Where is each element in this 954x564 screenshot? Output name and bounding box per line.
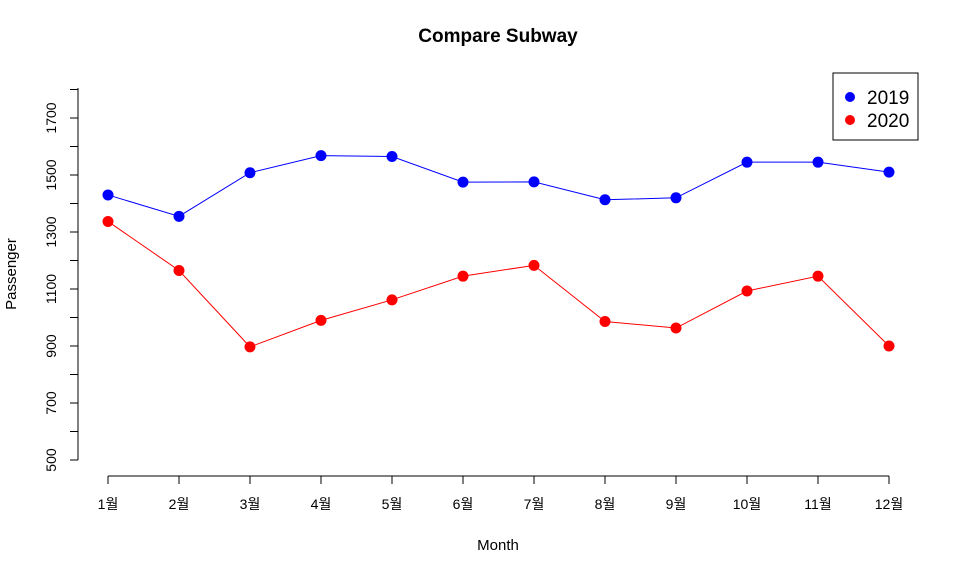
data-point [528, 176, 540, 188]
x-tick-label: 10월 [733, 496, 761, 512]
data-point [883, 340, 895, 352]
x-tick-label: 4월 [311, 496, 332, 512]
data-point [670, 322, 682, 334]
x-tick-label: 11월 [804, 496, 831, 512]
legend-marker [845, 92, 855, 102]
data-point [102, 215, 114, 227]
data-point [173, 210, 185, 222]
series-line [107, 155, 890, 217]
x-tick-label: 9월 [666, 496, 687, 512]
data-point [812, 270, 824, 282]
legend-box [832, 72, 919, 141]
data-point [386, 150, 398, 162]
legend-label: 2020 [867, 111, 909, 132]
y-tick-label: 1300 [43, 216, 59, 247]
y-tick-label: 1100 [43, 274, 59, 304]
data-point [741, 156, 753, 168]
chart-title: Compare Subway [418, 26, 578, 47]
x-tick-label: 3월 [240, 496, 261, 512]
y-axis: 500 700 900 1100 1300 1500 1700 [43, 88, 79, 472]
x-axis: 1월 2월 3월 4월 5월 6월 7월 8월 9월 10월 11월 12월 [98, 475, 903, 512]
data-point [315, 314, 327, 326]
y-tick-label: 700 [43, 391, 59, 415]
y-tick-label: 1500 [43, 159, 59, 190]
x-tick-label: 6월 [453, 496, 474, 512]
data-point [244, 341, 256, 353]
x-tick-label: 1월 [98, 496, 119, 512]
y-axis-label: Passenger [3, 238, 20, 310]
data-point [102, 189, 114, 201]
x-tick-label: 5월 [382, 496, 403, 512]
x-axis-label: Month [477, 537, 519, 554]
x-tick-label: 7월 [524, 496, 545, 512]
data-point [386, 294, 398, 306]
data-point [528, 259, 540, 271]
data-point [457, 270, 469, 282]
series-2019 [102, 150, 895, 222]
y-tick-label: 500 [43, 448, 59, 472]
x-tick-label: 12월 [875, 496, 903, 512]
data-point [173, 264, 185, 276]
data-point [812, 156, 824, 168]
legend-marker [845, 115, 855, 125]
series-line [107, 221, 890, 348]
data-point [883, 166, 895, 178]
data-point [457, 176, 469, 188]
data-point [599, 315, 611, 327]
y-tick-label: 1700 [43, 102, 59, 133]
y-tick-label: 900 [43, 334, 59, 358]
x-tick-label: 8월 [595, 496, 616, 512]
x-tick-label: 2월 [169, 496, 190, 512]
data-point [599, 194, 611, 206]
legend-label: 2019 [867, 88, 909, 109]
series-2020 [102, 215, 895, 353]
data-point [315, 150, 327, 162]
series-layer [102, 150, 895, 353]
data-point [741, 285, 753, 297]
data-point [670, 192, 682, 204]
data-point [244, 167, 256, 179]
